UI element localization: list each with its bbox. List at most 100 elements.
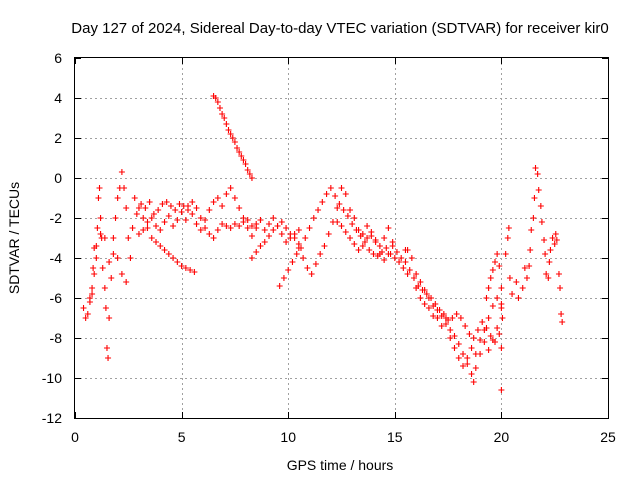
data-point-marker xyxy=(368,233,375,239)
data-point-marker xyxy=(159,201,166,207)
data-point-marker xyxy=(193,205,200,211)
data-point-marker xyxy=(447,335,454,341)
data-point-marker xyxy=(246,171,253,177)
data-point-marker xyxy=(462,323,469,329)
data-point-marker xyxy=(406,267,413,273)
data-point-marker xyxy=(114,255,121,261)
data-point-marker xyxy=(197,215,204,221)
data-point-marker xyxy=(248,175,255,181)
data-point-marker xyxy=(359,243,366,249)
data-point-marker xyxy=(404,247,411,253)
data-point-marker xyxy=(338,223,345,229)
data-point-marker xyxy=(531,195,538,201)
data-point-marker xyxy=(474,327,481,333)
data-point-marker xyxy=(97,231,104,237)
data-point-marker xyxy=(295,227,302,233)
data-point-marker xyxy=(342,191,349,197)
y-tick-label: -10 xyxy=(42,370,62,386)
data-point-marker xyxy=(153,223,160,229)
data-point-marker xyxy=(481,339,488,345)
data-point-marker xyxy=(84,311,91,317)
data-point-marker xyxy=(413,285,420,291)
data-point-marker xyxy=(347,235,354,241)
data-point-marker xyxy=(417,279,424,285)
x-axis-label: GPS time / hours xyxy=(287,457,394,473)
data-point-marker xyxy=(125,235,132,241)
data-point-marker xyxy=(261,239,268,245)
series-track-h xyxy=(295,185,409,277)
data-point-marker xyxy=(376,251,383,257)
data-point-marker xyxy=(557,285,564,291)
data-point-marker xyxy=(150,211,157,217)
data-point-marker xyxy=(182,217,189,223)
data-point-marker xyxy=(140,215,147,221)
data-point-marker xyxy=(364,235,371,241)
y-tick-labels: -12 -10 -8 -6 -4 -2 0 2 4 6 xyxy=(42,50,62,426)
data-point-marker xyxy=(393,249,400,255)
data-point-marker xyxy=(90,265,97,271)
data-point-marker xyxy=(223,223,230,229)
data-point-marker xyxy=(206,231,213,237)
y-tick-label: -6 xyxy=(50,290,63,306)
data-point-marker xyxy=(242,161,249,167)
data-point-marker xyxy=(93,255,100,261)
data-point-marker xyxy=(537,203,544,209)
data-point-marker xyxy=(219,203,226,209)
data-point-marker xyxy=(505,225,512,231)
x-tick-label: 0 xyxy=(71,429,79,445)
series-late-scatter xyxy=(483,165,566,393)
data-point-marker xyxy=(189,211,196,217)
data-point-marker xyxy=(214,195,221,201)
data-point-marker xyxy=(468,371,475,377)
data-point-marker xyxy=(470,379,477,385)
data-point-marker xyxy=(300,255,307,261)
data-point-marker xyxy=(421,301,428,307)
data-point-marker xyxy=(344,213,351,219)
data-point-marker xyxy=(408,255,415,261)
data-point-marker xyxy=(538,219,545,225)
data-point-marker xyxy=(106,259,113,265)
data-point-marker xyxy=(477,337,484,343)
data-point-marker xyxy=(342,229,349,235)
data-point-marker xyxy=(202,225,209,231)
series-track-c xyxy=(184,185,264,239)
data-point-marker xyxy=(542,251,549,257)
data-point-marker xyxy=(340,207,347,213)
y-tick-label: 4 xyxy=(54,90,62,106)
data-point-marker xyxy=(319,199,326,205)
data-point-marker xyxy=(174,259,181,265)
data-point-marker xyxy=(498,285,505,291)
data-point-marker xyxy=(327,185,334,191)
data-point-marker xyxy=(502,251,509,257)
series-track-j xyxy=(402,259,503,345)
y-tick-label: 0 xyxy=(54,170,62,186)
data-point-marker xyxy=(97,215,104,221)
data-point-marker xyxy=(144,225,151,231)
data-point-marker xyxy=(206,207,213,213)
data-point-marker xyxy=(523,275,530,281)
data-point-marker xyxy=(549,235,556,241)
data-point-marker xyxy=(332,193,339,199)
data-point-marker xyxy=(274,223,281,229)
data-point-marker xyxy=(133,211,140,217)
x-tick-label: 20 xyxy=(494,429,510,445)
data-point-marker xyxy=(423,291,430,297)
data-point-marker xyxy=(118,271,125,277)
data-point-marker xyxy=(534,171,541,177)
data-point-marker xyxy=(498,345,505,351)
data-point-marker xyxy=(257,217,264,223)
data-point-marker xyxy=(287,231,294,237)
data-point-marker xyxy=(515,295,522,301)
data-point-marker xyxy=(244,217,251,223)
data-point-marker xyxy=(400,265,407,271)
y-tick-label: -12 xyxy=(42,410,62,426)
data-point-marker xyxy=(123,279,130,285)
data-point-marker xyxy=(553,237,560,243)
data-point-marker xyxy=(280,275,287,281)
data-point-marker xyxy=(99,265,106,271)
data-point-marker xyxy=(489,337,496,343)
data-point-marker xyxy=(541,237,548,243)
data-point-marker xyxy=(94,225,101,231)
data-point-marker xyxy=(223,191,230,197)
